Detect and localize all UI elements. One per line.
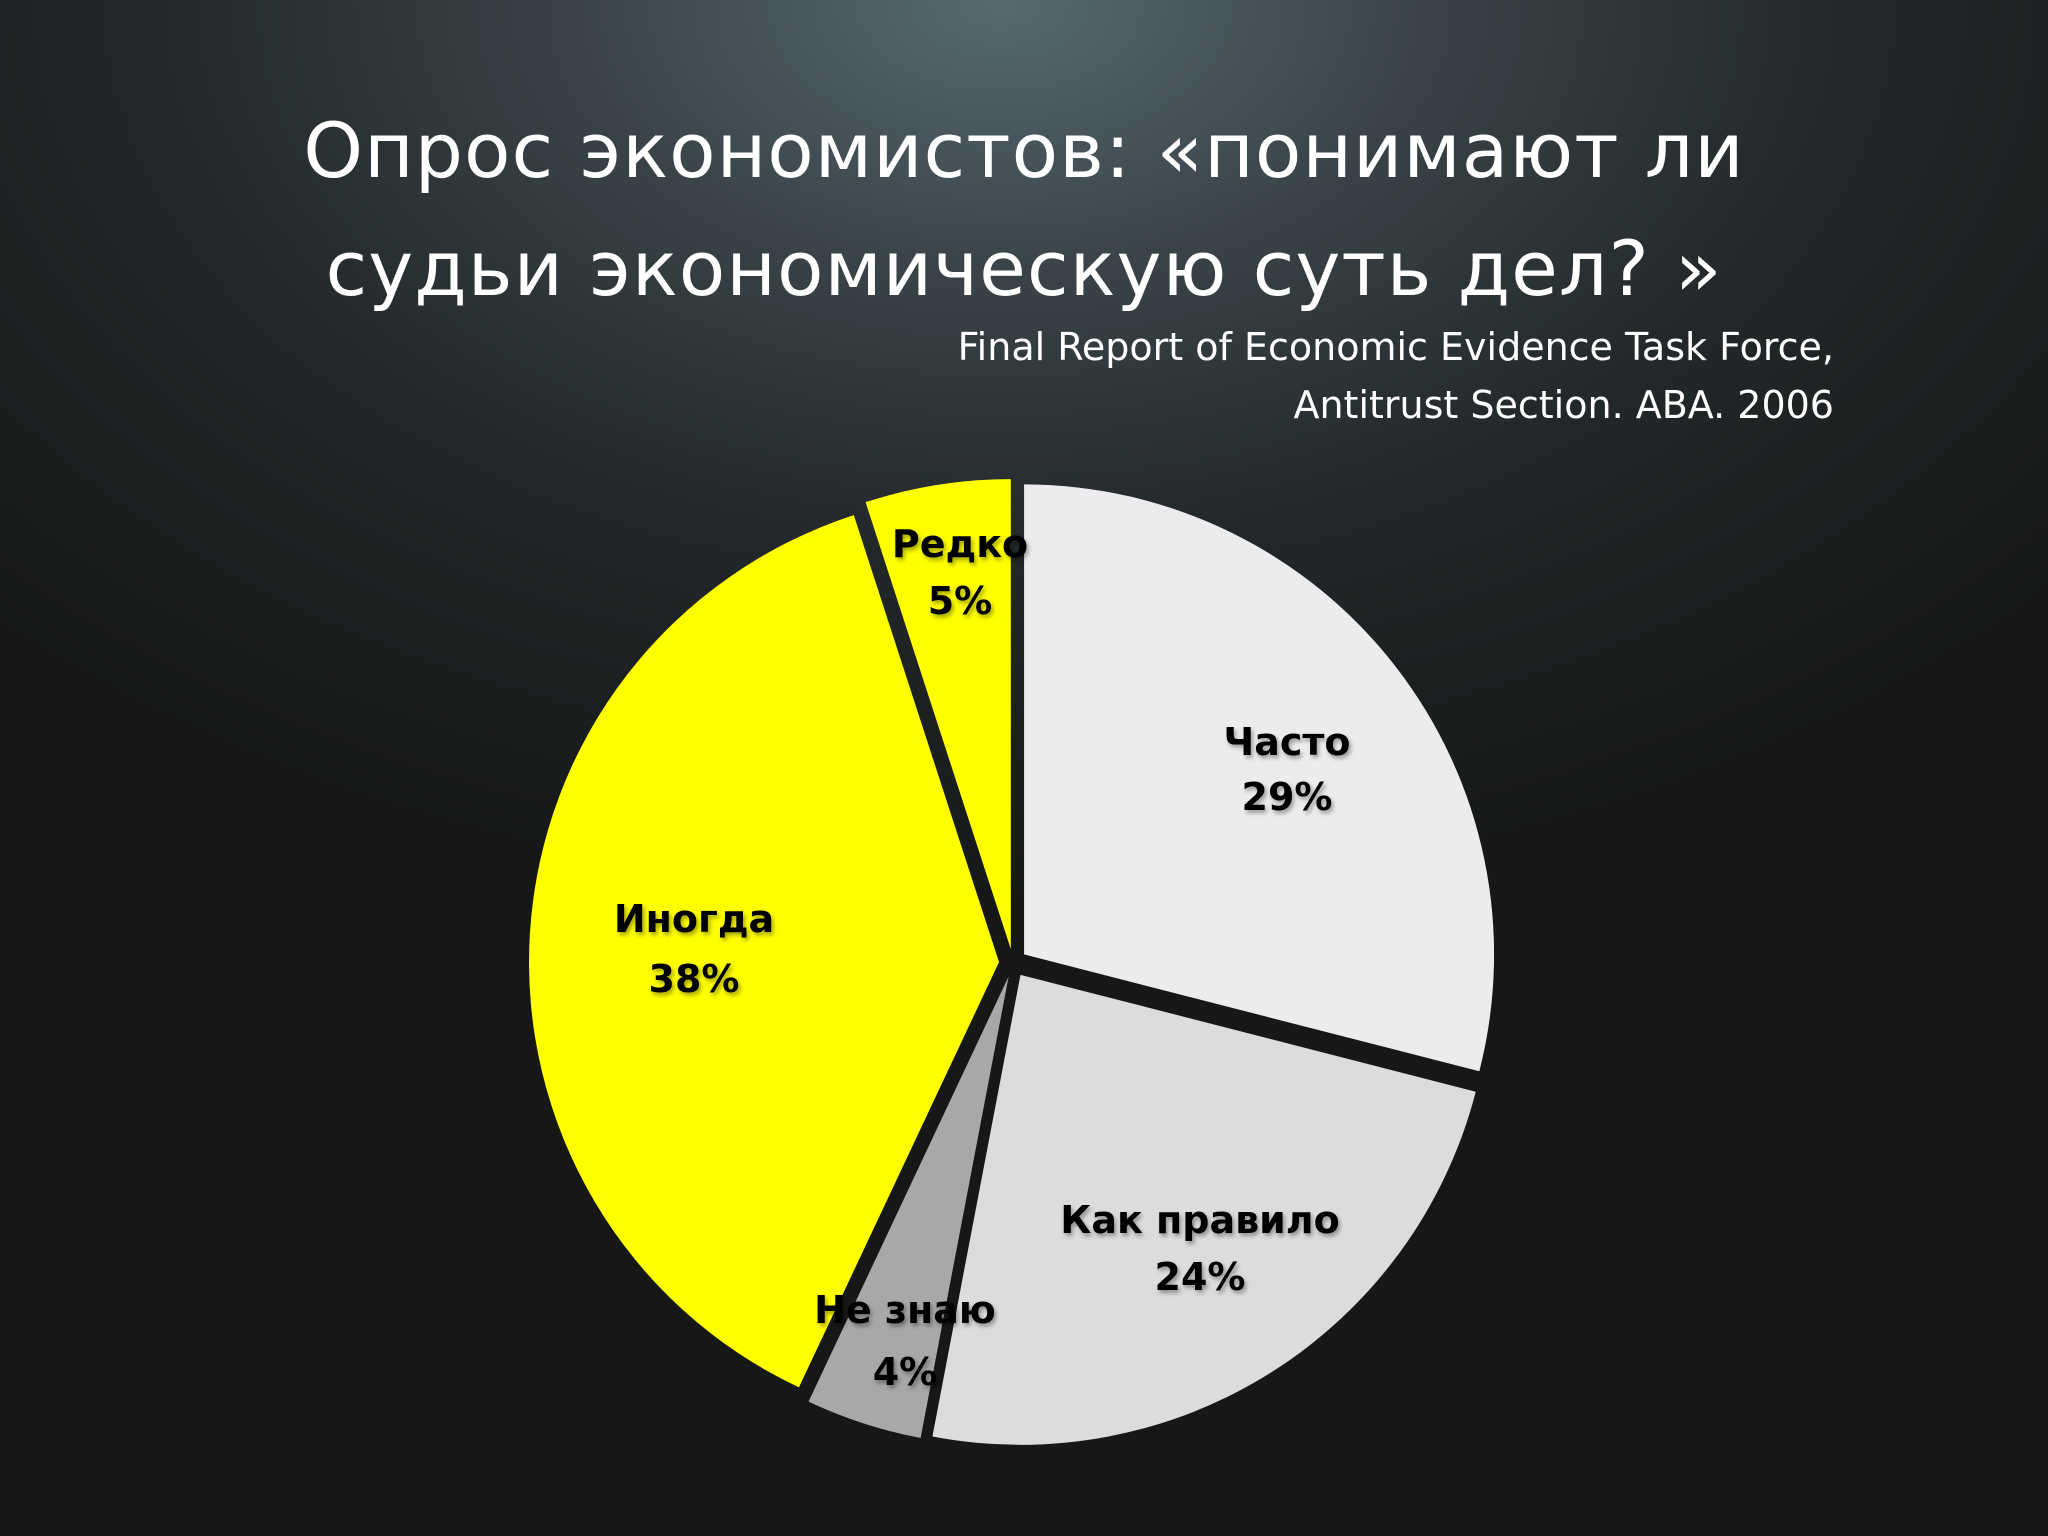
pie-slice	[932, 974, 1476, 1445]
slice-value-label: 4%	[873, 1350, 938, 1394]
slide-title-line-1: Опрос экономистов: «понимают ли	[303, 106, 1745, 195]
slice-value-label: 29%	[1242, 775, 1333, 819]
slice-value-label: 5%	[928, 579, 993, 623]
pie-slice	[529, 515, 1000, 1388]
source-citation-line-2: Antitrust Section. ABA. 2006	[1293, 383, 1834, 427]
source-citation-line-1: Final Report of Economic Evidence Task F…	[957, 325, 1834, 369]
source-citation: Final Report of Economic Evidence Task F…	[958, 318, 1834, 434]
slide-title: Опрос экономистов: «понимают ли судьи эк…	[0, 92, 2048, 328]
slice-value-label: 38%	[649, 957, 740, 1001]
pie-slice	[808, 976, 1009, 1438]
slice-label: Редко	[892, 522, 1028, 566]
slice-value-label: 24%	[1155, 1255, 1246, 1299]
slice-label: Часто	[1223, 720, 1350, 764]
slice-label: Не знаю	[814, 1288, 996, 1332]
slide-title-line-2: судьи экономическую суть дел? »	[325, 224, 1723, 313]
slice-label: Иногда	[614, 897, 774, 941]
pie-slice	[865, 479, 1011, 950]
pie-slice	[1024, 484, 1495, 1072]
slice-label: Как правило	[1060, 1198, 1339, 1242]
